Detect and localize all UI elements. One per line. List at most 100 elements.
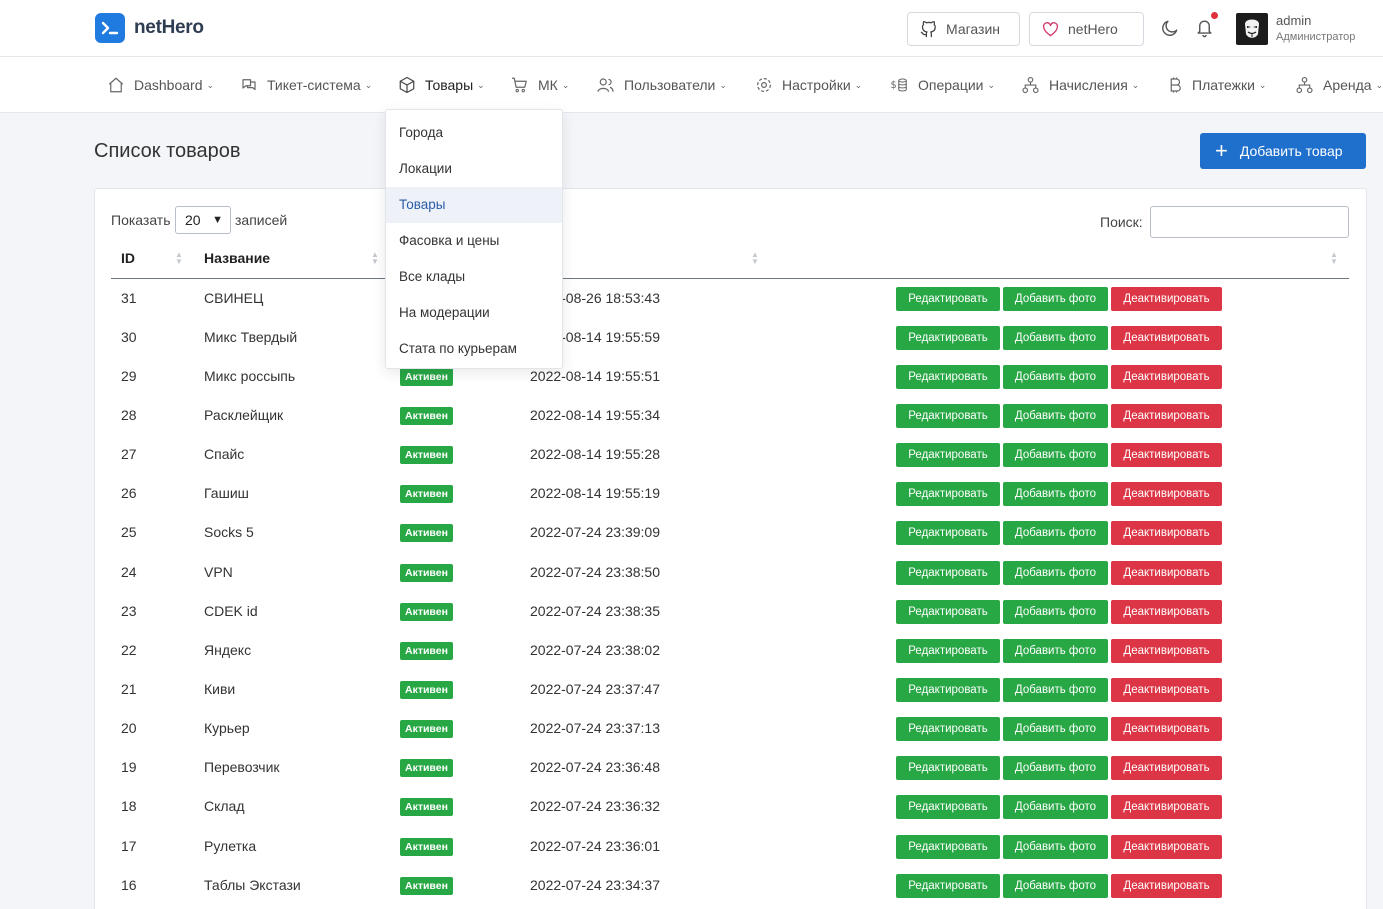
avatar[interactable] [1236,13,1268,45]
add-photo-button[interactable]: Добавить фото [1003,835,1108,859]
notification-dot [1211,12,1218,19]
moon-icon[interactable] [1160,18,1180,43]
add-photo-button[interactable]: Добавить фото [1003,678,1108,702]
page-size-select[interactable]: 20 ▼ [175,206,231,234]
menu-item-locations[interactable]: Локации [399,161,452,176]
edit-button[interactable]: Редактировать [896,639,1000,663]
deactivate-button[interactable]: Деактивировать [1111,874,1222,898]
nav-tickets[interactable]: Тикет-система ⌄ [240,57,372,113]
nav-label: Товары [425,77,474,93]
status-badge: Активен [400,446,453,464]
chevron-down-icon: ⌄ [1375,79,1383,90]
top-header: netHero Магазин netHero admin Администра… [0,0,1383,57]
chevron-down-icon: ▼ [212,214,223,226]
add-photo-button[interactable]: Добавить фото [1003,521,1108,545]
nav-payments[interactable]: Платежки ⌄ [1167,57,1266,113]
nav-accruals[interactable]: Начисления ⌄ [1021,57,1139,113]
brand-logo[interactable]: netHero [95,13,204,43]
deactivate-button[interactable]: Деактивировать [1111,287,1222,311]
add-photo-button[interactable]: Добавить фото [1003,443,1108,467]
sort-icon[interactable]: ▲ ▼ [175,250,183,266]
edit-button[interactable]: Редактировать [896,561,1000,585]
nav-settings[interactable]: Настройки ⌄ [755,57,862,113]
add-photo-button[interactable]: Добавить фото [1003,365,1108,389]
edit-button[interactable]: Редактировать [896,600,1000,624]
add-photo-button[interactable]: Добавить фото [1003,600,1108,624]
bell-icon[interactable] [1195,17,1214,43]
add-photo-button[interactable]: Добавить фото [1003,795,1108,819]
edit-button[interactable]: Редактировать [896,521,1000,545]
table-row: 20 Курьер Активен 2022-07-24 23:37:13 Редакт… [111,709,1349,748]
add-photo-button[interactable]: Добавить фото [1003,561,1108,585]
deactivate-button[interactable]: Деактивировать [1111,678,1222,702]
deactivate-button[interactable]: Деактивировать [1111,717,1222,741]
nav-users[interactable]: Пользователи ⌄ [596,57,727,113]
deactivate-button[interactable]: Деактивировать [1111,756,1222,780]
add-photo-button[interactable]: Добавить фото [1003,482,1108,506]
edit-button[interactable]: Редактировать [896,678,1000,702]
row-date: 2022-08-14 19:55:34 [530,407,660,423]
edit-button[interactable]: Редактировать [896,287,1000,311]
menu-item-packaging-prices[interactable]: Фасовка и цены [399,233,500,248]
row-name: Гашиш [204,485,249,501]
page-title: Список товаров [94,140,241,162]
deactivate-button[interactable]: Деактивировать [1111,443,1222,467]
deactivate-button[interactable]: Деактивировать [1111,482,1222,506]
add-photo-button[interactable]: Добавить фото [1003,404,1108,428]
nav-products[interactable]: Товары ⌄ [398,57,485,113]
edit-button[interactable]: Редактировать [896,443,1000,467]
status-badge: Активен [400,681,453,699]
chevron-down-icon: ⌄ [987,79,996,90]
add-photo-button[interactable]: Добавить фото [1003,874,1108,898]
chevron-down-icon: ⌄ [206,79,215,90]
search-input[interactable] [1150,206,1349,238]
row-id: 30 [121,329,137,345]
deactivate-button[interactable]: Деактивировать [1111,326,1222,350]
edit-button[interactable]: Редактировать [896,482,1000,506]
chevron-down-icon: ⌄ [561,79,570,90]
deactivate-button[interactable]: Деактивировать [1111,404,1222,428]
edit-button[interactable]: Редактировать [896,756,1000,780]
deactivate-button[interactable]: Деактивировать [1111,835,1222,859]
plus-icon: + [1215,138,1228,163]
main-nav: Dashboard ⌄ Тикет-система ⌄ Товары ⌄ МК ⌄ По… [0,57,1383,113]
sort-icon[interactable]: ▲ ▼ [751,250,759,266]
nav-dashboard[interactable]: Dashboard ⌄ [107,57,214,113]
menu-item-products[interactable]: Товары [386,187,562,223]
deactivate-button[interactable]: Деактивировать [1111,795,1222,819]
add-photo-button[interactable]: Добавить фото [1003,326,1108,350]
deactivate-button[interactable]: Деактивировать [1111,365,1222,389]
sort-icon[interactable]: ▲ ▼ [1330,250,1338,266]
deactivate-button[interactable]: Деактивировать [1111,521,1222,545]
column-header-id[interactable]: ID [121,250,135,266]
add-photo-button[interactable]: Добавить фото [1003,756,1108,780]
add-photo-button[interactable]: Добавить фото [1003,287,1108,311]
chevron-down-icon: ⌄ [1131,79,1140,90]
nav-operations[interactable]: $ Операции ⌄ [890,57,996,113]
sort-icon[interactable]: ▲ ▼ [371,250,379,266]
edit-button[interactable]: Редактировать [896,326,1000,350]
menu-item-moderation[interactable]: На модерации [399,305,490,320]
deactivate-button[interactable]: Деактивировать [1111,639,1222,663]
nethero-label: netHero [1068,21,1118,37]
nethero-button[interactable]: netHero [1029,12,1144,46]
add-photo-button[interactable]: Добавить фото [1003,717,1108,741]
deactivate-button[interactable]: Деактивировать [1111,600,1222,624]
edit-button[interactable]: Редактировать [896,717,1000,741]
menu-item-all-stashes[interactable]: Все клады [399,269,466,284]
deactivate-button[interactable]: Деактивировать [1111,561,1222,585]
edit-button[interactable]: Редактировать [896,795,1000,819]
add-photo-button[interactable]: Добавить фото [1003,639,1108,663]
edit-button[interactable]: Редактировать [896,835,1000,859]
chevron-down-icon: ⌄ [719,79,727,90]
edit-button[interactable]: Редактировать [896,365,1000,389]
add-product-button[interactable]: + Добавить товар [1200,133,1366,169]
nav-rent[interactable]: Аренда ⌄ [1295,57,1383,113]
shop-button[interactable]: Магазин [907,12,1020,46]
menu-item-cities[interactable]: Города [399,125,444,140]
nav-mk[interactable]: МК ⌄ [510,57,569,113]
column-header-name[interactable]: Название [204,250,271,266]
edit-button[interactable]: Редактировать [896,874,1000,898]
edit-button[interactable]: Редактировать [896,404,1000,428]
menu-item-courier-stats[interactable]: Стата по курьерам [399,341,517,356]
